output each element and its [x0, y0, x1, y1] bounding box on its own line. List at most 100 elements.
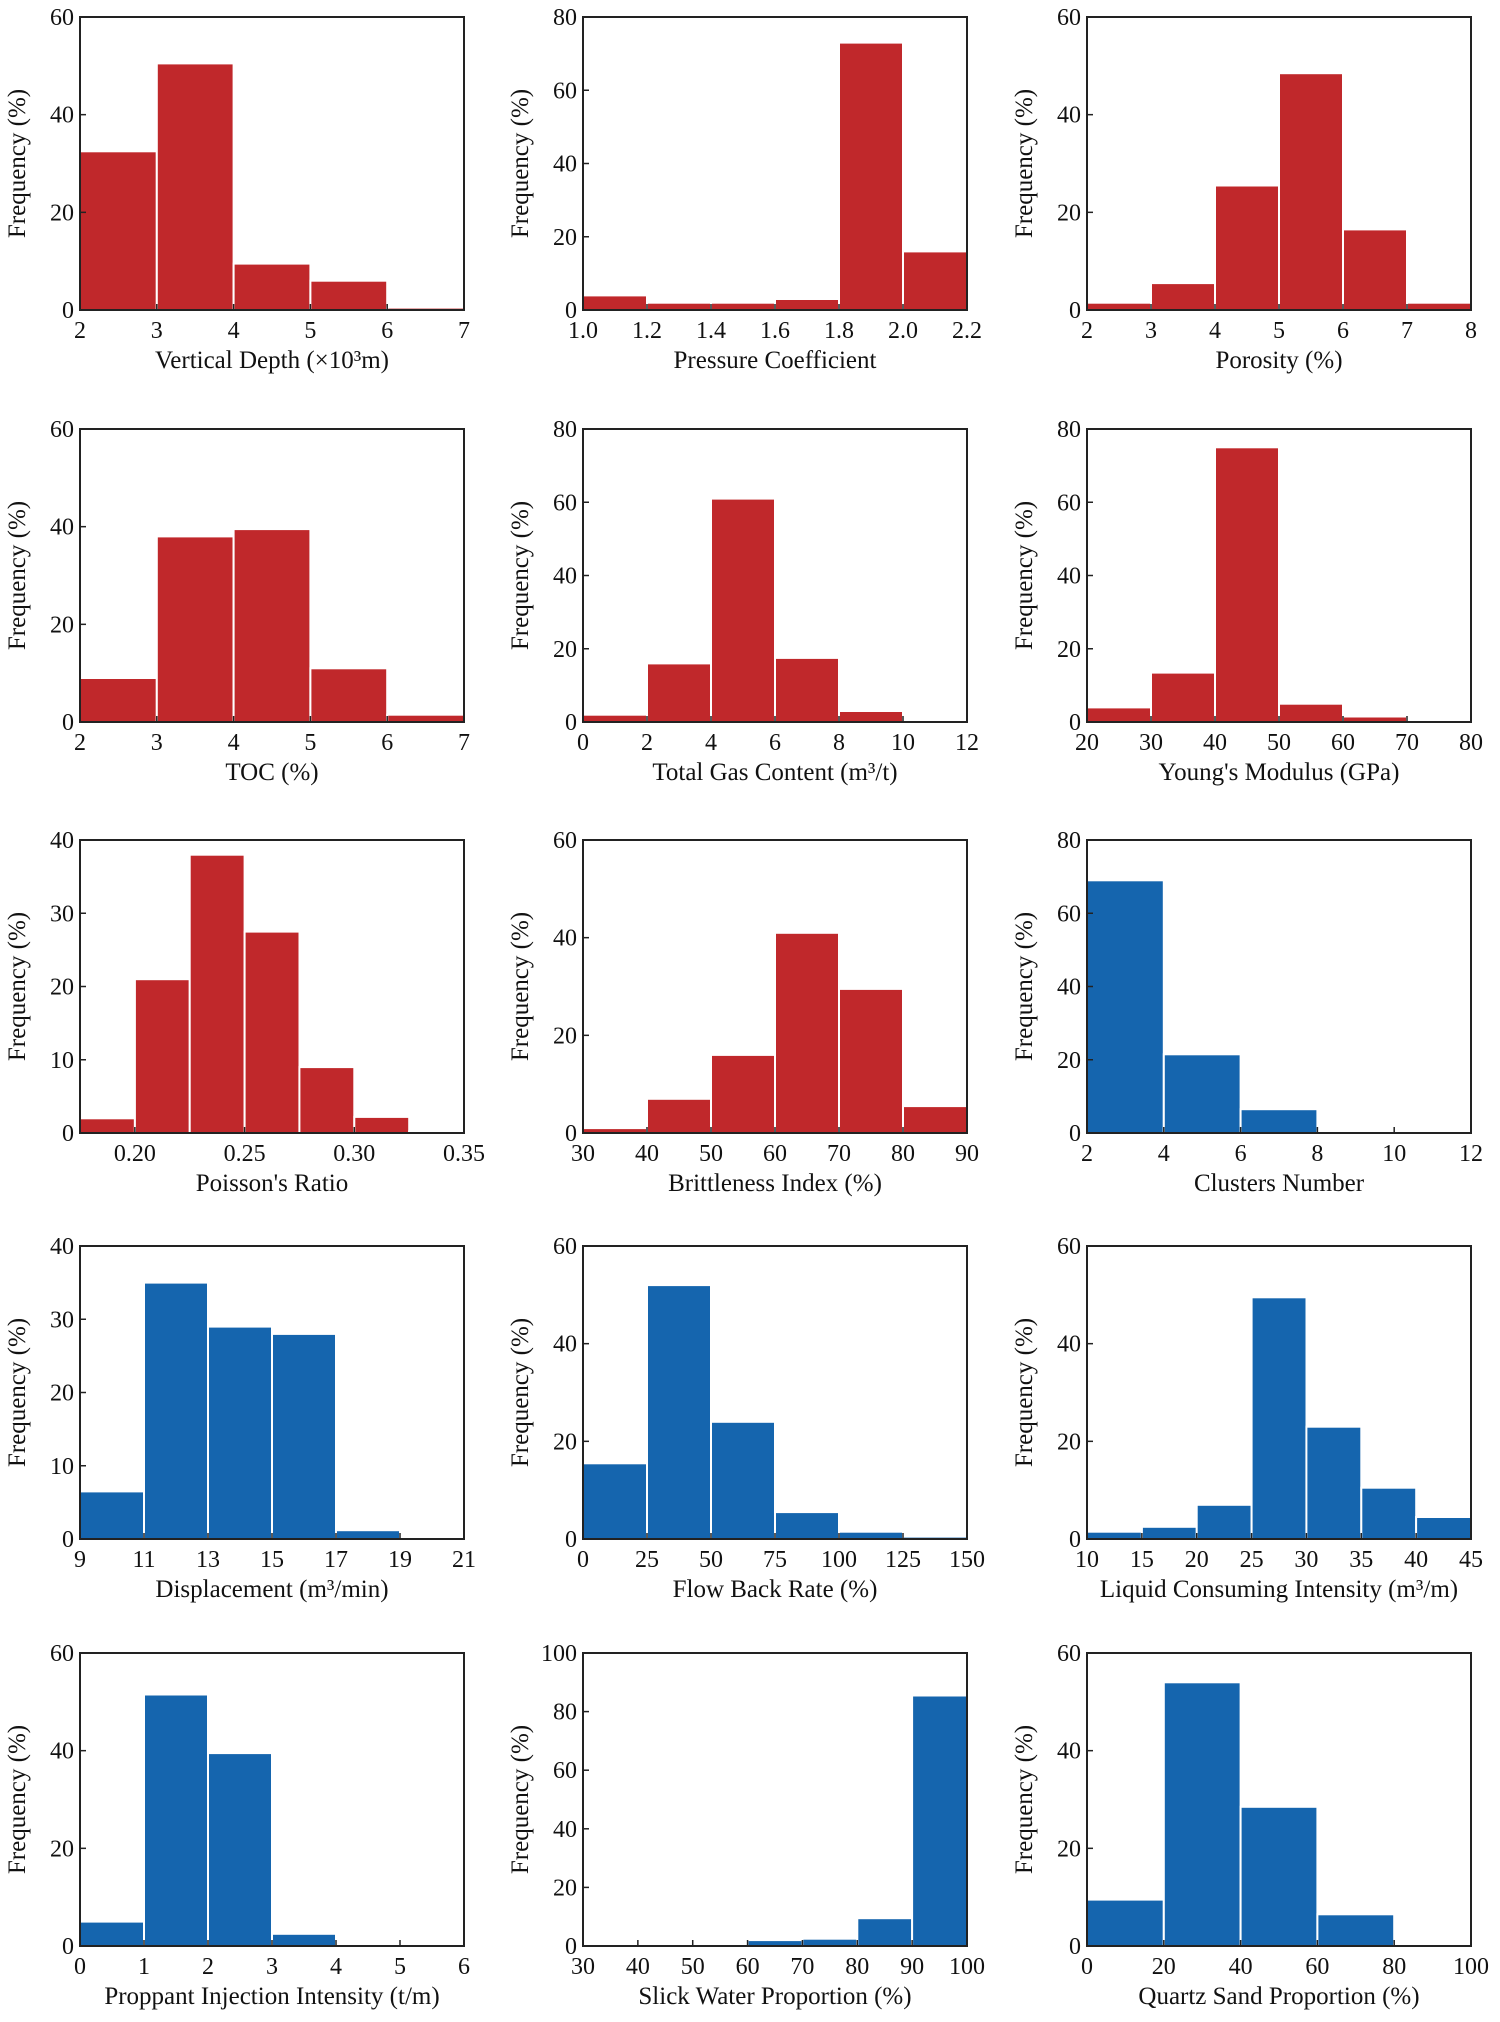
y-tick-label: 60 [1057, 490, 1081, 516]
x-tick-label: 60 [763, 1141, 787, 1167]
y-tick-label: 0 [1069, 710, 1081, 736]
histogram-bar [646, 1097, 712, 1135]
y-axis-label: Frequency (%) [507, 1725, 534, 1874]
y-tick-label: 60 [553, 490, 577, 516]
histogram-bar [1305, 1425, 1363, 1540]
x-tick-label: 6 [769, 730, 781, 756]
y-axis-label: Frequency (%) [4, 89, 31, 238]
histogram-bar [774, 656, 840, 724]
histogram-bar [155, 62, 235, 312]
x-tick-label: 0.20 [114, 1141, 156, 1167]
y-tick-label: 40 [553, 1332, 577, 1358]
y-axis-label: Frequency (%) [1011, 912, 1038, 1061]
histogram-bar [774, 1511, 840, 1540]
x-tick-label: 40 [626, 1954, 650, 1980]
x-tick-label: 100 [949, 1954, 985, 1980]
histogram-bar [1342, 228, 1408, 311]
y-tick-label: 80 [1057, 828, 1081, 854]
x-tick-label: 100 [1453, 1954, 1489, 1980]
y-tick-label: 40 [50, 1234, 74, 1260]
y-axis-label: Frequency (%) [1011, 501, 1038, 650]
x-tick-label: 70 [1395, 730, 1419, 756]
histogram-bar [1214, 446, 1280, 723]
y-tick-label: 80 [553, 1700, 577, 1726]
histogram-bar [902, 1105, 968, 1134]
y-tick-label: 0 [565, 298, 577, 324]
y-tick-label: 40 [1057, 975, 1081, 1001]
x-tick-label: 30 [1139, 730, 1163, 756]
histogram-bar [232, 262, 312, 312]
y-tick-label: 60 [1057, 901, 1081, 927]
histogram-bar [710, 301, 776, 312]
x-axis-label: Porosity (%) [1215, 347, 1342, 374]
histogram-bar [271, 1332, 337, 1541]
x-tick-label: 17 [324, 1547, 348, 1573]
x-axis-label: Proppant Injection Intensity (t/m) [104, 1983, 439, 2010]
y-tick-label: 0 [1069, 298, 1081, 324]
x-tick-label: 0.25 [224, 1141, 266, 1167]
histogram-bar [710, 497, 776, 723]
histogram-bar [1250, 1296, 1308, 1541]
histogram-panel: 0 2 4 6 8 10 12 0 20 40 60 80 Total Gas Content (m³/… [507, 417, 979, 786]
histogram-panel: 1.0 1.2 1.4 1.6 1.8 2.0 2.2 0 20 40 60 80 Pressure C… [507, 5, 982, 374]
y-tick-label: 40 [1057, 1739, 1081, 1765]
histogram-panel: 9 11 13 15 17 19 21 0 10 20 30 40 Displacement (m³/m… [4, 1234, 476, 1603]
histogram-bar [582, 713, 648, 724]
histogram-bar [133, 978, 191, 1135]
histogram-bar [911, 1694, 968, 1947]
histogram-bar [207, 1752, 273, 1947]
y-tick-label: 40 [553, 926, 577, 952]
histogram-bar [79, 1117, 136, 1135]
histogram-bar [271, 1932, 337, 1948]
x-tick-label: 45 [1459, 1547, 1483, 1573]
x-axis-label: TOC (%) [225, 759, 318, 786]
histogram-bar [1086, 879, 1165, 1134]
y-tick-label: 0 [565, 1934, 577, 1960]
x-tick-label: 30 [1294, 1547, 1318, 1573]
x-tick-label: 2 [1081, 318, 1093, 344]
x-tick-label: 30 [571, 1141, 595, 1167]
histogram-bar [774, 931, 840, 1134]
x-axis-label: Vertical Depth (×10³m) [155, 347, 389, 374]
x-tick-label: 4 [330, 1954, 342, 1980]
histogram-bar [232, 528, 312, 723]
x-tick-label: 25 [1240, 1547, 1264, 1573]
x-tick-label: 25 [635, 1547, 659, 1573]
histogram-bar [646, 1284, 712, 1540]
histogram-panel: 2 3 4 5 6 7 0 20 40 60 Vertical Depth (×10³m) Frequ… [4, 5, 470, 374]
x-tick-label: 4 [705, 730, 717, 756]
y-tick-label: 40 [553, 1817, 577, 1843]
x-tick-label: 35 [1349, 1547, 1373, 1573]
histogram-bar [143, 1281, 209, 1540]
y-tick-label: 10 [50, 1048, 74, 1074]
y-tick-label: 60 [553, 78, 577, 104]
histogram-bar [774, 298, 840, 311]
x-axis-label: Young's Modulus (GPa) [1159, 759, 1400, 786]
x-tick-label: 80 [845, 1954, 869, 1980]
x-tick-label: 10 [1382, 1141, 1406, 1167]
x-tick-label: 20 [1185, 1547, 1209, 1573]
y-axis-label: Frequency (%) [507, 501, 534, 650]
plot-frame [582, 1652, 968, 1947]
y-tick-label: 20 [1057, 637, 1081, 663]
x-tick-label: 2.2 [952, 318, 982, 344]
x-tick-label: 90 [900, 1954, 924, 1980]
x-tick-label: 80 [1459, 730, 1483, 756]
x-tick-label: 1.8 [824, 318, 854, 344]
histogram-bar [838, 41, 904, 311]
histogram-bar [309, 279, 389, 312]
x-tick-label: 10 [891, 730, 915, 756]
histogram-bar [1150, 671, 1216, 723]
x-axis-label: Flow Back Rate (%) [673, 1576, 878, 1603]
y-tick-label: 60 [50, 417, 74, 443]
y-tick-label: 80 [1057, 417, 1081, 443]
x-tick-label: 5 [304, 318, 316, 344]
histogram-panel: 0 20 40 60 80 100 0 20 40 60 Quartz Sand Proportio… [1011, 1641, 1489, 2010]
x-tick-label: 7 [458, 318, 470, 344]
y-axis-label: Frequency (%) [4, 1725, 31, 1874]
y-tick-label: 20 [50, 1381, 74, 1407]
x-tick-label: 4 [1209, 318, 1221, 344]
histogram-bar [1239, 1108, 1319, 1134]
